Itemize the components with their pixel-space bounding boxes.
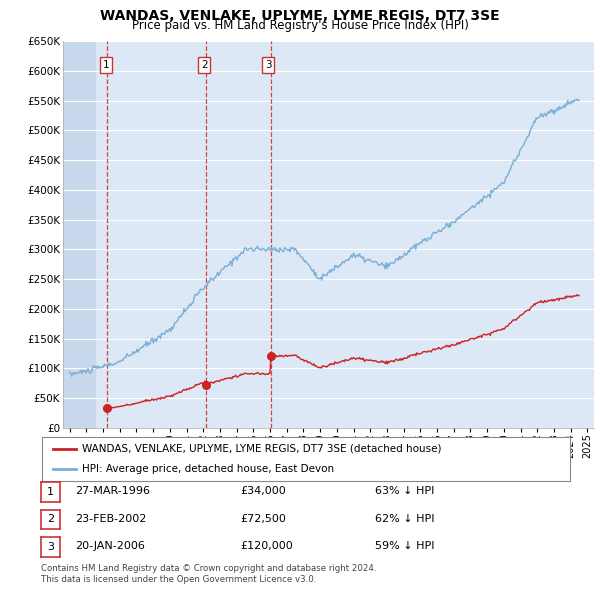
Text: 23-FEB-2002: 23-FEB-2002 (75, 514, 146, 523)
Text: 2: 2 (47, 514, 54, 525)
Text: 27-MAR-1996: 27-MAR-1996 (75, 486, 150, 496)
Text: 59% ↓ HPI: 59% ↓ HPI (375, 542, 434, 551)
Text: This data is licensed under the Open Government Licence v3.0.: This data is licensed under the Open Gov… (41, 575, 316, 584)
Text: 63% ↓ HPI: 63% ↓ HPI (375, 486, 434, 496)
Text: 62% ↓ HPI: 62% ↓ HPI (375, 514, 434, 523)
Text: 3: 3 (47, 542, 54, 552)
Text: £72,500: £72,500 (240, 514, 286, 523)
Text: 2: 2 (201, 60, 208, 70)
Text: £34,000: £34,000 (240, 486, 286, 496)
Text: £120,000: £120,000 (240, 542, 293, 551)
Text: Price paid vs. HM Land Registry's House Price Index (HPI): Price paid vs. HM Land Registry's House … (131, 19, 469, 32)
Text: WANDAS, VENLAKE, UPLYME, LYME REGIS, DT7 3SE (detached house): WANDAS, VENLAKE, UPLYME, LYME REGIS, DT7… (82, 444, 441, 454)
Text: HPI: Average price, detached house, East Devon: HPI: Average price, detached house, East… (82, 464, 334, 474)
Text: 3: 3 (265, 60, 272, 70)
Text: Contains HM Land Registry data © Crown copyright and database right 2024.: Contains HM Land Registry data © Crown c… (41, 565, 376, 573)
Text: 1: 1 (103, 60, 110, 70)
Text: WANDAS, VENLAKE, UPLYME, LYME REGIS, DT7 3SE: WANDAS, VENLAKE, UPLYME, LYME REGIS, DT7… (100, 9, 500, 23)
Text: 20-JAN-2006: 20-JAN-2006 (75, 542, 145, 551)
Text: 1: 1 (47, 487, 54, 497)
